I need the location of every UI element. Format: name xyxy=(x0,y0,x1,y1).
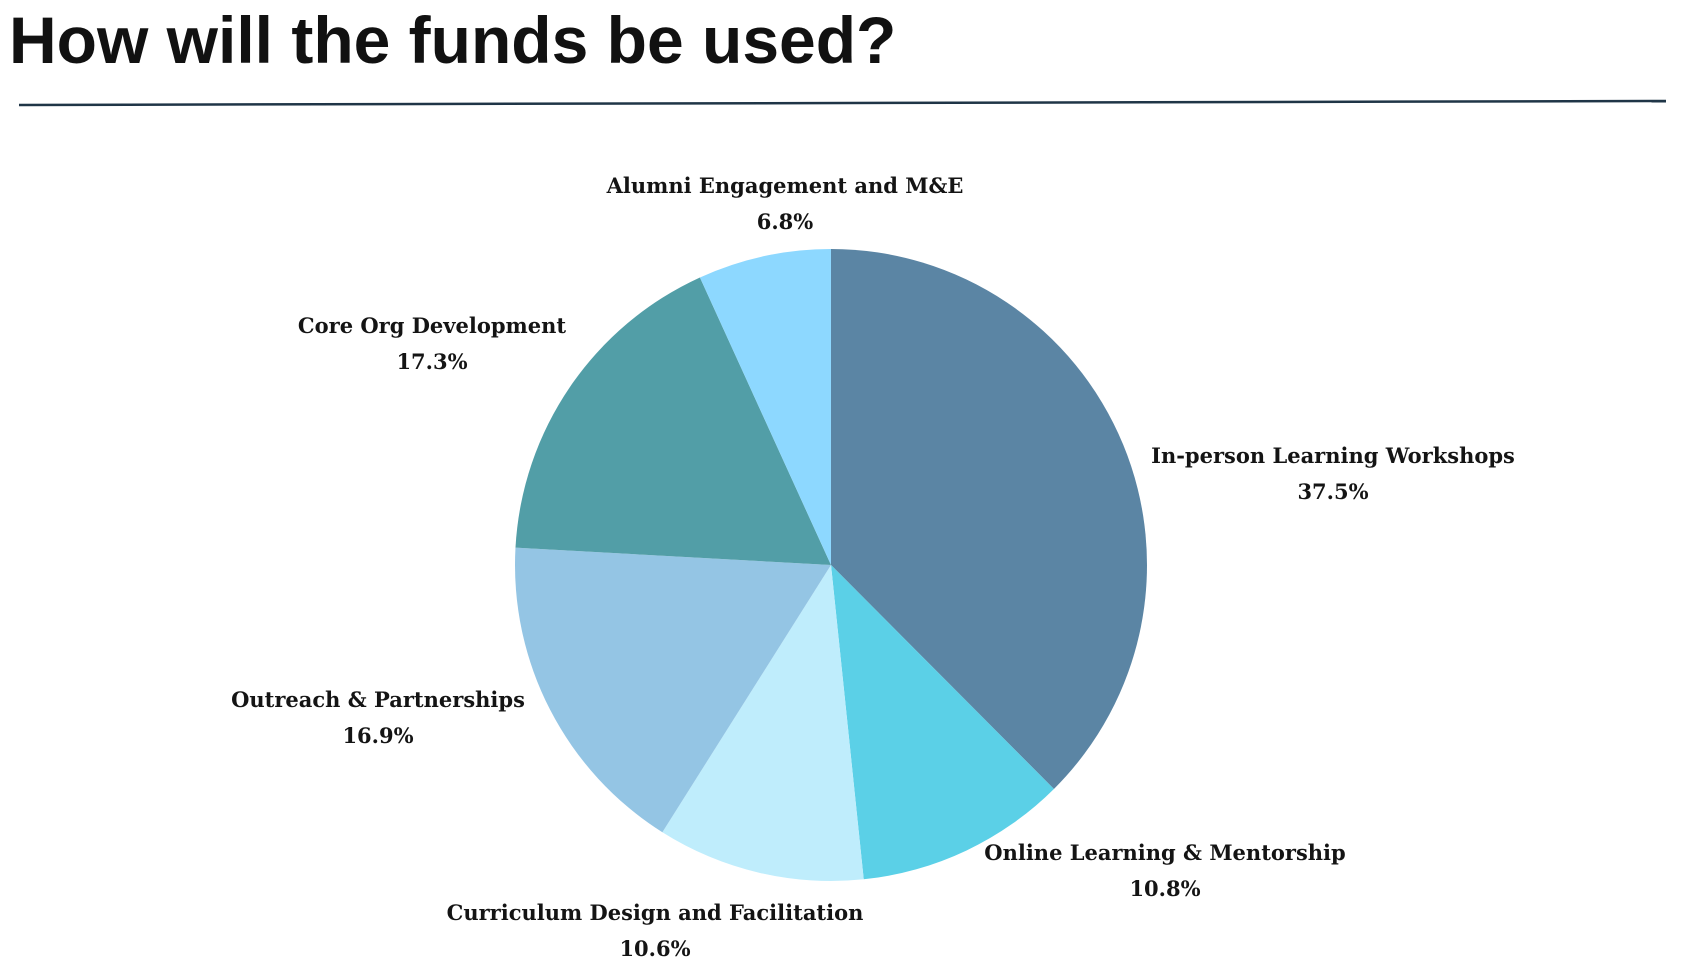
slice-value-4: 16.9% xyxy=(342,723,413,748)
page-title: How will the funds be used? xyxy=(9,3,897,77)
slice-label-5: Core Org Development xyxy=(298,313,566,338)
pie-slice-4 xyxy=(515,547,831,833)
pie-slice-2 xyxy=(831,565,1054,880)
pie-slice-1 xyxy=(831,249,1147,789)
slice-value-6: 6.8% xyxy=(757,209,814,234)
slice-label-2: Online Learning & Mentorship xyxy=(984,840,1345,865)
slice-value-2: 10.8% xyxy=(1129,876,1200,901)
pie-slice-5 xyxy=(515,277,831,565)
pie-slices xyxy=(515,249,1147,881)
pie-labels: In-person Learning Workshops 37.5% Online … xyxy=(231,173,1515,961)
slice-label-1: In-person Learning Workshops xyxy=(1151,443,1515,468)
slice-label-6: Alumni Engagement and M&E xyxy=(606,173,964,198)
pie-slice-6 xyxy=(699,249,831,565)
slice-value-1: 37.5% xyxy=(1297,479,1368,504)
slice-value-5: 17.3% xyxy=(396,349,467,374)
slice-label-4: Outreach & Partnerships xyxy=(231,687,525,712)
pie-slice-3 xyxy=(662,565,864,881)
slice-label-3: Curriculum Design and Facilitation xyxy=(447,900,864,925)
slice-value-3: 10.6% xyxy=(619,936,690,961)
